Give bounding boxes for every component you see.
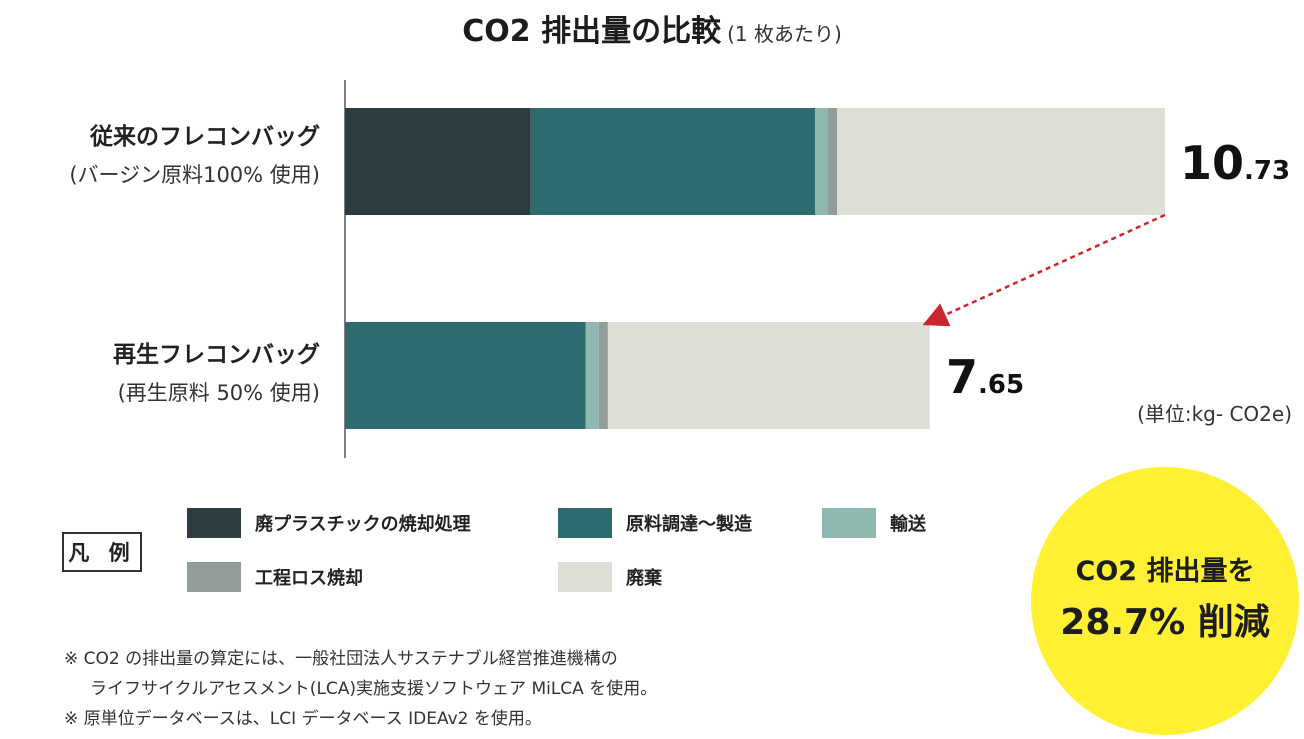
bar-segment-transport <box>585 322 599 429</box>
category-sub: (再生原料 50% 使用) <box>117 381 320 405</box>
bar-segment-process-loss <box>598 322 608 429</box>
legend-item-disposal: 廃棄 <box>558 562 662 592</box>
footnotes: ※ CO2 の排出量の算定には、一般社団法人サステナブル経営推進機構の ライフサ… <box>64 644 657 734</box>
chart-subtitle: (1 枚あたり) <box>727 22 842 46</box>
legend-label: 廃棄 <box>626 568 662 589</box>
legend-swatch <box>187 562 241 592</box>
chart-title: CO2 排出量の比較 (1 枚あたり) <box>0 6 1304 50</box>
reduction-badge-line1: CO2 排出量を <box>1075 556 1255 587</box>
reduction-badge: CO2 排出量を 28.7% 削減 <box>1031 467 1299 735</box>
legend-label: 廃プラスチックの焼却処理 <box>255 514 471 535</box>
total-int: 10 <box>1180 136 1245 190</box>
legend-swatch <box>822 508 876 538</box>
legend-item-transport: 輸送 <box>822 508 926 538</box>
bar-segment-disposal <box>607 322 930 429</box>
category-name: 従来のフレコンバッグ <box>90 124 320 150</box>
legend-swatch <box>558 508 612 538</box>
legend-swatch <box>187 508 241 538</box>
legend-item-incineration: 廃プラスチックの焼却処理 <box>187 508 471 538</box>
unit-label: (単位:kg- CO2e) <box>1137 402 1292 426</box>
bar-segment-incineration <box>345 108 531 215</box>
footnote: ※ 原単位データベースは、LCI データベース IDEAv2 を使用。 <box>64 709 542 729</box>
legend-label: 原料調達〜製造 <box>626 514 752 535</box>
bar-segment-materials <box>530 108 815 215</box>
category-label-conventional: 従来のフレコンバッグ (バージン原料100% 使用) <box>69 118 320 194</box>
reduction-arrow <box>922 213 1166 327</box>
footnote: ※ CO2 の排出量の算定には、一般社団法人サステナブル経営推進機構の <box>64 649 618 669</box>
total-label-recycled: 7.65 <box>946 350 1024 404</box>
category-label-recycled: 再生フレコンバッグ (再生原料 50% 使用) <box>113 336 320 412</box>
bar-segment-disposal <box>837 108 1165 215</box>
category-name: 再生フレコンバッグ <box>113 342 320 368</box>
legend-item-materials: 原料調達〜製造 <box>558 508 752 538</box>
footnote: ライフサイクルアセスメント(LCA)実施支援ソフトウェア MiLCA を使用。 <box>90 679 658 699</box>
bar-segments <box>345 108 1165 429</box>
reduction-badge-line2: 28.7% 削減 <box>1060 602 1270 643</box>
total-label-conventional: 10.73 <box>1180 136 1290 190</box>
bar-segment-process-loss <box>827 108 838 215</box>
category-sub: (バージン原料100% 使用) <box>69 163 320 187</box>
total-int: 7 <box>946 350 979 404</box>
chart-title-main: CO2 排出量の比較 <box>462 14 722 49</box>
bar-segment-materials <box>345 322 586 429</box>
bar-segment-transport <box>814 108 828 215</box>
legend-label: 工程ロス焼却 <box>255 568 363 589</box>
total-dec: .65 <box>978 370 1025 400</box>
total-dec: .73 <box>1244 156 1291 186</box>
legend-item-process-loss: 工程ロス焼却 <box>187 562 363 592</box>
legend-label: 輸送 <box>890 514 926 535</box>
legend-title: 凡 例 <box>62 532 142 572</box>
legend-swatch <box>558 562 612 592</box>
